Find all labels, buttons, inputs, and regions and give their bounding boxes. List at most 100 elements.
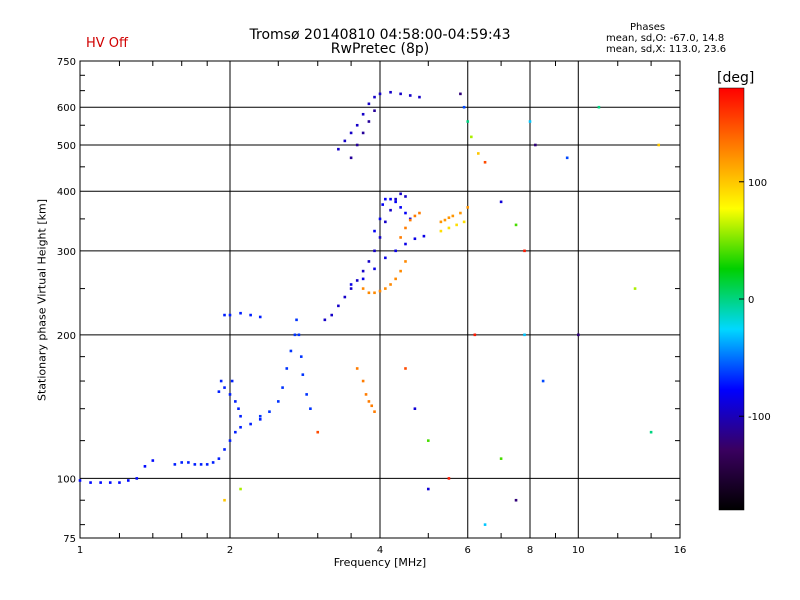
data-point — [361, 287, 365, 290]
data-point — [399, 192, 402, 196]
y-tick-label: 600 — [57, 103, 76, 114]
colorbar-label: [deg] — [717, 70, 755, 86]
data-point — [373, 410, 376, 413]
data-point — [576, 333, 580, 337]
data-point — [239, 487, 242, 491]
data-point — [237, 407, 240, 411]
data-point — [499, 200, 503, 204]
y-tick-label: 200 — [57, 331, 76, 342]
data-point — [399, 92, 402, 96]
x-tick-label: 6 — [465, 545, 471, 556]
data-point — [228, 393, 232, 396]
data-point — [399, 269, 402, 273]
data-point — [187, 461, 190, 464]
data-point — [523, 333, 526, 337]
data-point — [389, 283, 392, 286]
data-point — [455, 223, 458, 227]
x-tick-label: 8 — [527, 545, 533, 556]
data-point — [378, 92, 382, 96]
data-point — [173, 463, 177, 466]
data-point — [361, 379, 365, 383]
data-point — [466, 206, 470, 209]
colorbar-tick-label: -100 — [748, 412, 771, 423]
data-point — [413, 407, 417, 411]
data-point — [483, 160, 487, 164]
data-point — [394, 249, 397, 253]
x-axis-label: Frequency [MHz] — [333, 556, 427, 569]
data-point — [293, 333, 297, 337]
data-point — [89, 481, 92, 484]
data-point — [223, 448, 226, 451]
x-tick-label: 1 — [77, 545, 83, 556]
data-point — [399, 206, 402, 209]
data-point — [239, 311, 242, 315]
data-point — [378, 236, 382, 239]
data-point — [459, 92, 462, 96]
data-point — [422, 234, 426, 238]
data-point — [228, 313, 232, 317]
data-point — [268, 410, 271, 413]
data-point — [367, 120, 371, 123]
data-point — [381, 203, 384, 206]
data-point — [223, 313, 226, 317]
data-point — [394, 197, 397, 201]
data-point — [373, 229, 376, 233]
data-point — [373, 95, 376, 99]
data-point — [217, 390, 221, 393]
data-point — [151, 459, 155, 462]
data-point — [534, 143, 537, 147]
data-point — [234, 400, 237, 403]
data-point — [349, 131, 353, 135]
colorbar-tick-label: 0 — [748, 295, 754, 306]
data-point — [118, 481, 121, 484]
hv-status-text: HV Off — [86, 36, 128, 51]
x-tick-label: 2 — [227, 545, 233, 556]
x-tick-label: 10 — [572, 545, 585, 556]
data-point — [249, 422, 252, 426]
data-point — [657, 143, 660, 147]
data-point — [384, 197, 387, 201]
data-point — [459, 211, 462, 215]
data-point — [408, 218, 412, 222]
data-point — [565, 156, 569, 160]
data-point — [364, 393, 368, 396]
data-point — [219, 379, 223, 383]
colorbar-tick-label: 100 — [748, 178, 767, 189]
data-point — [523, 249, 526, 253]
data-point — [361, 277, 365, 281]
data-point — [514, 223, 518, 227]
data-point — [337, 304, 340, 308]
data-point — [361, 112, 365, 116]
data-point — [309, 407, 312, 411]
data-point — [343, 295, 347, 299]
data-point — [355, 123, 359, 127]
data-point — [462, 105, 466, 109]
data-point — [373, 267, 376, 271]
data-point — [316, 430, 320, 434]
data-point — [289, 349, 293, 353]
phases-title: Phases — [630, 22, 666, 33]
y-tick-label: 100 — [57, 474, 76, 485]
data-point — [367, 291, 371, 295]
data-point — [443, 218, 447, 222]
data-point — [355, 279, 359, 282]
data-point — [349, 156, 353, 160]
chart-title: Tromsø 20140810 04:58:00-04:59:43 — [249, 27, 511, 43]
data-point — [447, 216, 451, 220]
data-point — [404, 195, 407, 198]
data-point — [228, 439, 232, 442]
data-point — [343, 139, 347, 143]
data-point — [389, 197, 392, 201]
data-point — [135, 477, 139, 480]
data-point — [258, 418, 262, 421]
phases-x-stats: mean, sd,X: 113.0, 23.6 — [606, 44, 727, 55]
data-point — [126, 479, 130, 482]
data-point — [199, 463, 203, 466]
data-point — [223, 386, 226, 389]
data-point — [108, 481, 112, 484]
data-point — [276, 400, 280, 403]
data-point — [514, 498, 518, 502]
data-point — [633, 287, 637, 290]
data-point — [355, 367, 359, 370]
data-point — [404, 242, 407, 246]
